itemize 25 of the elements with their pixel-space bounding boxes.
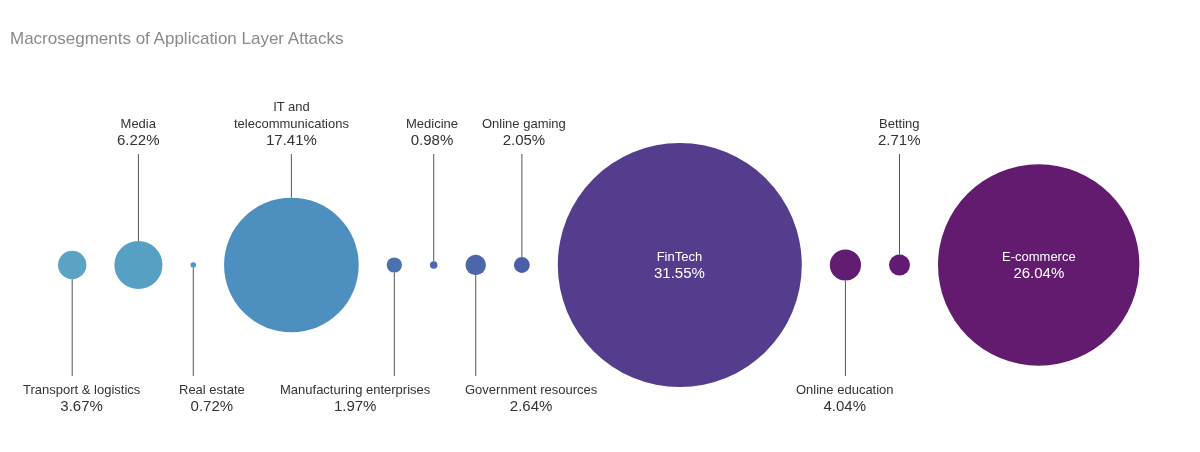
data-label: 17.41%: [266, 130, 317, 148]
data-label: 3.67%: [60, 396, 103, 414]
data-label: 6.22%: [117, 130, 160, 148]
category-label: IT and telecommunications: [234, 99, 350, 131]
category-label: Online education: [796, 382, 894, 397]
category-label: Government resources: [465, 382, 598, 397]
category-label: E-commerce: [1002, 249, 1076, 264]
data-label: 0.98%: [410, 130, 454, 148]
data-label: 4.04%: [823, 396, 867, 414]
data-label: 0.72%: [190, 396, 234, 414]
category-label: Online gaming: [482, 116, 566, 131]
category-label: Transport & logistics: [23, 382, 141, 397]
data-label: 2.05%: [502, 130, 546, 148]
text: Macrosegments of Application Layer Attacks: [10, 29, 344, 48]
data-label: 31.55%: [654, 263, 705, 281]
data-label: 2.64%: [509, 396, 553, 414]
data-label: 26.04%: [1013, 263, 1065, 281]
category-label: FinTech: [656, 249, 703, 264]
data-label: 2.71%: [878, 130, 921, 148]
category-label: Manufacturing enterprises: [280, 382, 431, 397]
category-label: Media: [120, 116, 157, 131]
data-label: 1.97%: [333, 396, 377, 414]
category-label: Medicine: [406, 116, 459, 131]
category-label: Betting: [879, 116, 920, 131]
category-label: Real estate: [179, 382, 245, 397]
